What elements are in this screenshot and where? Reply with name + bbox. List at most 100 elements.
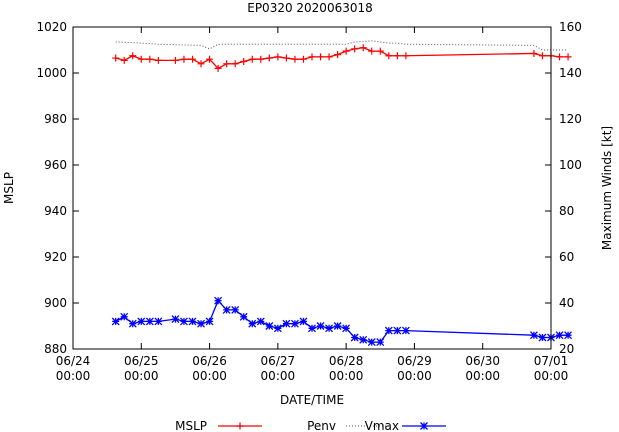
mslp-point	[214, 64, 222, 72]
y-left-tick-label: 1020	[36, 20, 67, 34]
vmax-point	[188, 317, 197, 326]
mslp-point	[334, 51, 342, 59]
y-left-tick-label: 1000	[36, 66, 67, 80]
vmax-point	[239, 312, 248, 321]
vmax-point	[265, 322, 274, 330]
mslp-point	[189, 55, 196, 63]
vmax-point	[342, 324, 351, 333]
vmax-point	[205, 317, 214, 326]
legend: MSLP Penv Vmax	[175, 419, 446, 432]
vmax-point	[290, 319, 299, 328]
series-penv	[115, 40, 569, 51]
mslp-point	[223, 60, 231, 68]
mslp-point	[154, 56, 162, 64]
series-layer	[111, 40, 573, 347]
mslp-point	[146, 55, 154, 63]
mslp-point	[564, 53, 572, 61]
legend-marker	[236, 422, 244, 430]
mslp-point	[538, 52, 546, 60]
x-tick-label: 06/28	[329, 354, 364, 368]
vmax-point	[282, 319, 291, 328]
mslp-point	[291, 55, 299, 63]
x-axis: 06/2400:0006/2500:0006/2600:0006/2700:00…	[56, 27, 569, 383]
mslp-point	[282, 54, 290, 62]
y-axis-left: 880 900 920 940 960 980 1000 1020	[36, 20, 79, 356]
vmax-point	[308, 324, 316, 333]
x-tick-label: 06/25	[124, 354, 159, 368]
x-tick-label: 00:00	[56, 369, 91, 383]
vmax-point	[401, 326, 410, 335]
x-tick-label: 06/29	[397, 354, 432, 368]
mslp-point	[359, 44, 367, 52]
legend-marker	[420, 422, 428, 430]
x-tick-label: 06/27	[261, 354, 296, 368]
chart-title: EP0320 2020063018	[247, 1, 373, 15]
vmax-point	[299, 317, 308, 326]
mslp-point	[240, 58, 248, 65]
mslp-point	[393, 52, 401, 60]
vmax-point	[316, 322, 325, 330]
y-right-tick-label: 20	[559, 342, 574, 356]
mslp-point	[206, 55, 214, 63]
y-left-tick-label: 880	[44, 342, 67, 356]
y-right-tick-label: 160	[559, 20, 582, 34]
y-right-tick-label: 100	[559, 158, 582, 172]
vmax-point	[180, 317, 188, 326]
vmax-point	[137, 317, 146, 326]
y-right-tick-label: 40	[559, 296, 574, 310]
mslp-point	[530, 49, 538, 57]
y-right-tick-label: 80	[559, 204, 574, 218]
vmax-point	[376, 338, 385, 347]
x-tick-label: 00:00	[124, 369, 159, 383]
mslp-point	[197, 60, 205, 68]
legend-label: Vmax	[365, 419, 399, 432]
vmax-point	[529, 331, 538, 340]
x-tick-label: 06/24	[56, 354, 91, 368]
mslp-point	[385, 52, 393, 60]
y-axis-left-label: MSLP	[2, 172, 16, 204]
y-left-tick-label: 940	[44, 204, 67, 218]
y-left-tick-label: 900	[44, 296, 67, 310]
vmax-point	[367, 338, 376, 347]
vmax-point	[384, 326, 393, 335]
mslp-point	[171, 56, 179, 64]
vmax-point	[154, 317, 163, 326]
vmax-point	[120, 312, 129, 321]
vmax-point	[231, 305, 240, 314]
legend-label: Penv	[307, 419, 336, 432]
mslp-point	[231, 60, 239, 68]
x-tick-label: 06/26	[192, 354, 227, 368]
plot-frame	[72, 26, 552, 350]
mslp-point	[274, 53, 282, 61]
y-axis-right: 20 40 60 80 100 120 140 160	[545, 20, 582, 356]
vmax-point	[333, 322, 342, 330]
vmax-point	[222, 305, 231, 314]
x-tick-label: 00:00	[397, 369, 432, 383]
x-tick-label: 00:00	[534, 369, 569, 383]
vmax-point	[128, 319, 137, 328]
y-left-tick-label: 960	[44, 158, 67, 172]
vmax-point	[197, 319, 205, 328]
y-right-tick-label: 60	[559, 250, 574, 264]
x-tick-label: 00:00	[261, 369, 296, 383]
vmax-point	[325, 324, 334, 333]
vmax-point	[111, 317, 120, 326]
mslp-point	[137, 55, 145, 63]
x-tick-label: 00:00	[329, 369, 364, 383]
mslp-point	[180, 55, 188, 63]
mslp-point	[112, 54, 120, 62]
y-left-tick-label: 980	[44, 112, 67, 126]
vmax-point	[273, 324, 282, 333]
vmax-point	[145, 317, 154, 326]
mslp-point	[368, 47, 376, 55]
mslp-point	[299, 55, 307, 63]
x-axis-label: DATE/TIME	[280, 393, 344, 407]
mslp-point	[351, 45, 359, 53]
legend-label: MSLP	[175, 419, 207, 432]
mslp-point	[376, 47, 384, 55]
mslp-point	[556, 53, 564, 61]
penv-line	[115, 40, 569, 51]
x-tick-label: 06/30	[465, 354, 500, 368]
series-mslp	[112, 44, 572, 72]
